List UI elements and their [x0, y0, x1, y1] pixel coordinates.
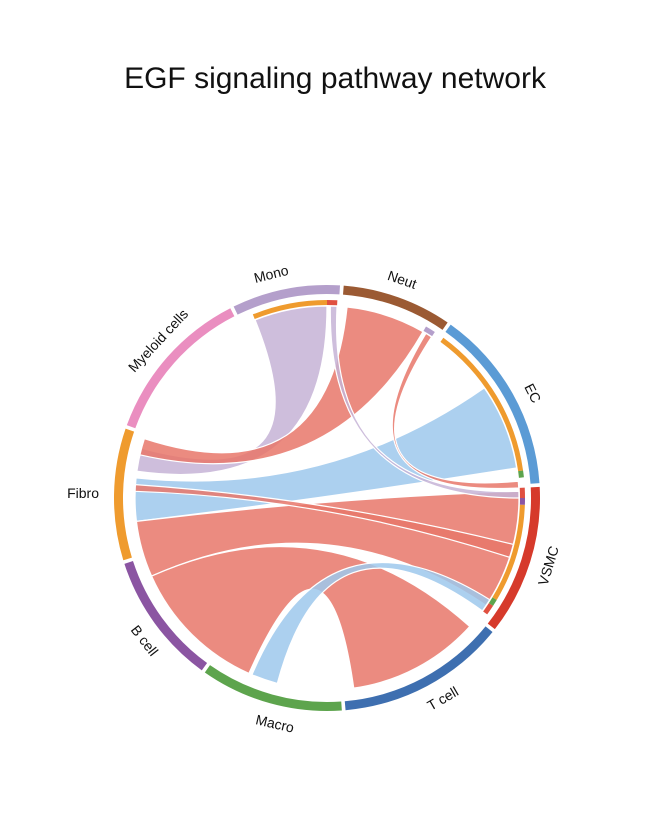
inner-track-vsmc-8: [488, 597, 497, 606]
sector-t-cell: [344, 626, 493, 711]
label-b-cell: B cell: [128, 622, 162, 659]
label-fibro: Fibro: [67, 485, 99, 501]
sector-macro: [204, 665, 342, 711]
chord-fibro-to-vsmc: [135, 490, 520, 607]
label-myeloid-cells: Myeloid cells: [125, 306, 191, 376]
inner-track-vsmc-6: [519, 498, 525, 505]
inner-tracks-layer: [252, 300, 525, 615]
inner-track-vsmc-7: [492, 504, 525, 600]
chord-fibro-to-macro: [251, 561, 491, 685]
chord-vsmc-to-neut: [391, 332, 520, 490]
links-layer: [134, 305, 520, 689]
sector-fibro: [113, 428, 135, 561]
inner-track-mono-0: [252, 300, 327, 320]
sectors-layer: [113, 285, 541, 711]
chord-fibro-to-t-cell: [150, 546, 471, 689]
sector-neut: [343, 285, 448, 330]
inner-track-vsmc-5: [519, 487, 525, 498]
sector-ec: [445, 324, 540, 484]
label-ec: EC: [521, 381, 544, 406]
chart-title: EGF signaling pathway network: [124, 62, 546, 95]
chord-vsmc-to-mono: [329, 305, 520, 499]
label-neut: Neut: [386, 267, 419, 292]
inner-track-mono-1: [327, 300, 338, 306]
label-t-cell: T cell: [424, 683, 461, 713]
sector-mono: [233, 285, 340, 315]
chord-fibro-to-neut: [139, 306, 424, 465]
chord-fibro-to-ec: [134, 387, 518, 523]
sector-vsmc: [487, 486, 541, 630]
chord-vsmc-to-fibro: [134, 483, 515, 559]
inner-track-vsmc-9: [483, 603, 494, 615]
sector-myeloid-cells: [126, 308, 235, 429]
label-macro: Macro: [254, 711, 296, 735]
inner-track-neut-2: [423, 326, 435, 337]
label-mono: Mono: [252, 262, 290, 286]
label-vsmc: VSMC: [535, 544, 562, 587]
sector-b-cell: [124, 561, 208, 671]
inner-track-ec-4: [518, 470, 524, 478]
